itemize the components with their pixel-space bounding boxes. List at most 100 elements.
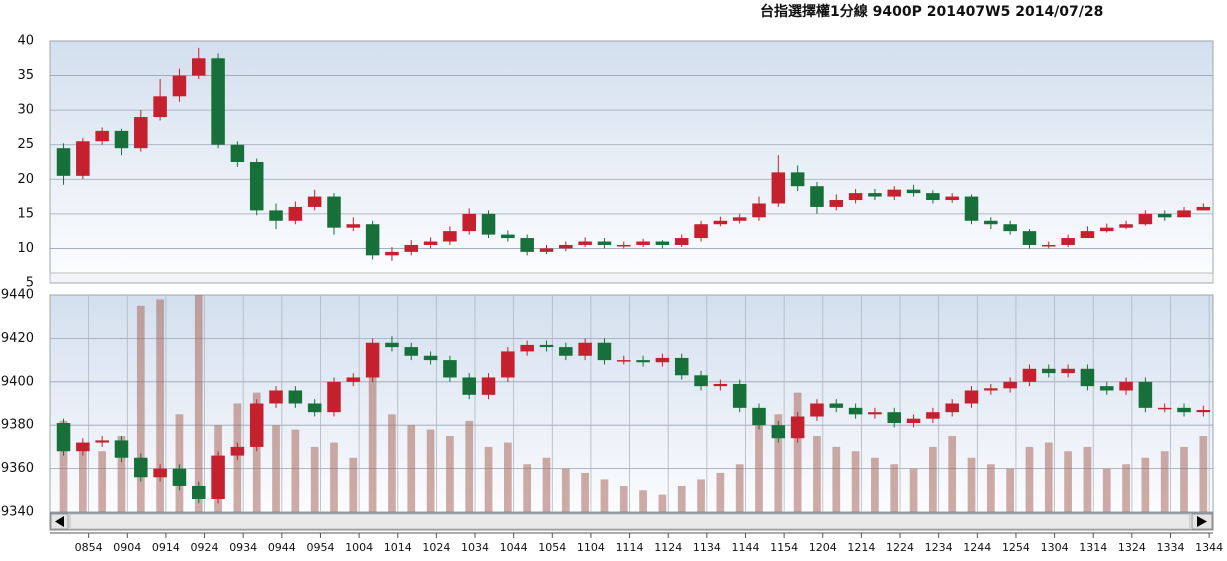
candle-body	[926, 193, 940, 201]
candle-body	[501, 351, 515, 378]
volume-bar	[1141, 457, 1150, 512]
candle-body	[95, 440, 109, 443]
volume-bar	[986, 464, 995, 512]
candle-body	[655, 241, 670, 245]
candle-body	[752, 203, 766, 218]
candle-body	[211, 455, 225, 499]
volume-bar	[368, 360, 377, 512]
candle-body	[134, 117, 148, 149]
candle-body	[694, 224, 708, 239]
y-tick-label: 9360	[1, 461, 34, 476]
candle-body	[1099, 386, 1114, 391]
volume-bar	[909, 468, 918, 512]
x-tick-label: 1324	[1118, 541, 1146, 554]
volume-bar	[465, 420, 474, 512]
volume-bar	[813, 436, 821, 512]
candle-body	[1099, 227, 1114, 232]
volume-bar	[503, 442, 512, 512]
candle-body	[153, 468, 167, 478]
volume-bar	[581, 472, 589, 512]
volume-bar	[600, 479, 609, 512]
candle-body	[790, 172, 805, 187]
candle-body	[481, 213, 496, 235]
candle-body	[1080, 231, 1095, 239]
candle-body	[964, 390, 979, 404]
candle-body	[327, 196, 341, 228]
candle-body	[732, 383, 747, 408]
x-tick-label: 1014	[384, 541, 412, 554]
volume-bar	[677, 485, 686, 512]
candle-body	[984, 220, 998, 225]
candle-body	[249, 162, 264, 211]
volume-bar	[716, 472, 725, 512]
candle-body	[1119, 224, 1133, 228]
x-tick-label: 0924	[191, 541, 219, 554]
scrollbar[interactable]	[49, 512, 1214, 531]
y-tick-label: 9340	[1, 505, 34, 520]
y-tick-label: 15	[17, 206, 34, 221]
y-tick-label: 9420	[1, 331, 34, 346]
candle-body	[1022, 231, 1037, 245]
volume-bar	[832, 446, 841, 512]
volume-bar	[349, 457, 358, 512]
candle-body	[906, 418, 921, 424]
volume-bar	[252, 392, 261, 512]
top-plot-strip	[49, 272, 1214, 284]
candle-body	[211, 58, 225, 145]
candle-body	[1196, 206, 1211, 211]
volume-bar	[194, 295, 203, 512]
candle-body	[346, 377, 361, 382]
candle-body	[868, 193, 882, 197]
x-tick-label: 0914	[152, 541, 180, 554]
candle-body	[539, 248, 554, 252]
volume-bar	[697, 479, 705, 512]
candle-body	[617, 360, 631, 362]
candle-body	[771, 425, 786, 439]
volume-bar	[1044, 442, 1053, 512]
candle-body	[269, 210, 283, 221]
candle-body	[327, 381, 341, 413]
candle-body	[95, 130, 109, 142]
volume-bar	[1102, 468, 1111, 512]
candle-body	[732, 217, 747, 221]
volume-bar	[175, 414, 184, 512]
candle-body	[365, 342, 380, 378]
x-tick-label: 1114	[616, 541, 644, 554]
x-tick-label: 1044	[500, 541, 528, 554]
volume-bar	[523, 464, 532, 512]
x-tick-label: 1204	[809, 541, 837, 554]
candle-body	[443, 360, 457, 378]
volume-bar	[851, 451, 860, 512]
volume-bar	[310, 446, 319, 512]
scroll-thumb[interactable]	[69, 513, 1191, 530]
x-tick-label: 1154	[770, 541, 798, 554]
candle-body	[674, 238, 689, 245]
candle-body	[1138, 381, 1153, 408]
candle-body	[269, 390, 283, 404]
volume-bar	[793, 392, 802, 512]
candle-body	[771, 172, 786, 204]
candle-body	[694, 375, 708, 387]
volume-bar	[619, 485, 628, 512]
x-tick-label: 0934	[229, 541, 257, 554]
candle-body	[926, 412, 940, 419]
candle-body	[559, 347, 573, 356]
volume-bar	[388, 414, 396, 512]
candle-body	[134, 457, 148, 478]
candle-body	[385, 342, 399, 348]
x-tick-label: 1124	[654, 541, 682, 554]
candle-body	[481, 377, 496, 395]
candle-body	[1157, 407, 1172, 410]
candle-body	[964, 196, 979, 221]
candle-body	[520, 238, 534, 252]
candle-body	[636, 241, 650, 245]
candle-body	[520, 344, 534, 352]
candle-body	[1061, 238, 1075, 245]
candle-body	[1080, 368, 1095, 387]
volume-bar	[446, 436, 454, 512]
volume-bar	[426, 429, 435, 512]
volume-bar	[59, 420, 68, 512]
candle-body	[848, 407, 863, 415]
x-tick-label: 1334	[1156, 541, 1184, 554]
